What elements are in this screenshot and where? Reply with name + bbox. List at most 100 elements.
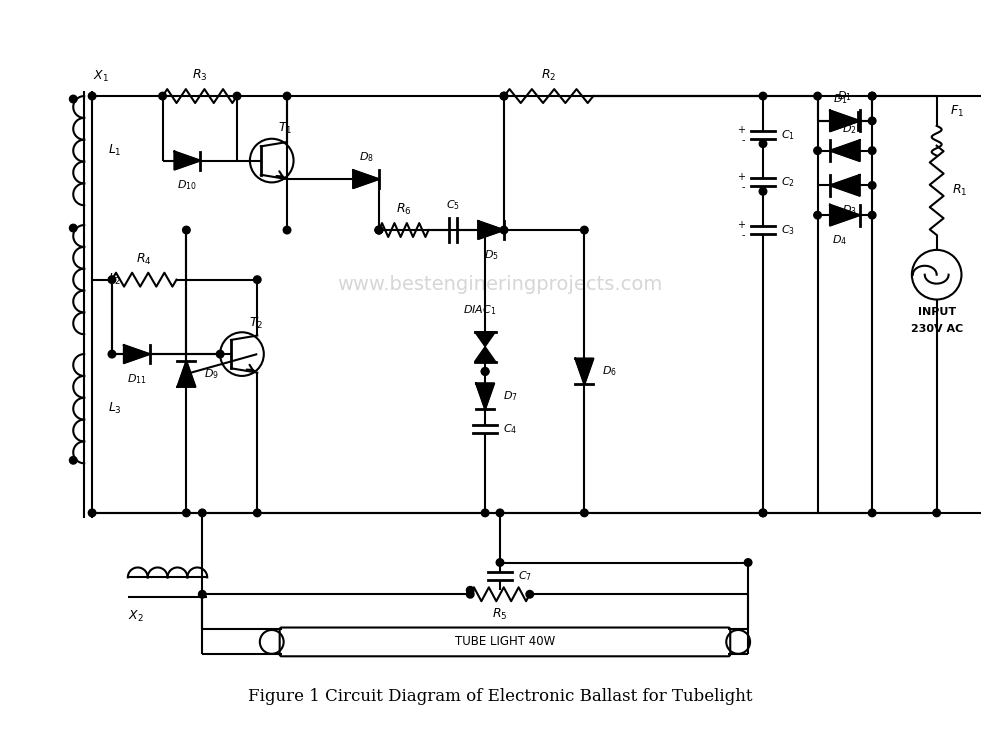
Circle shape <box>868 181 876 189</box>
Circle shape <box>69 95 77 103</box>
Text: $R_6$: $R_6$ <box>396 202 412 217</box>
Text: -: - <box>742 230 745 240</box>
Text: -: - <box>742 182 745 192</box>
Polygon shape <box>830 140 860 161</box>
Text: INPUT: INPUT <box>918 308 956 317</box>
Polygon shape <box>832 112 858 130</box>
Circle shape <box>868 92 876 100</box>
Text: $D_9$: $D_9$ <box>204 367 219 381</box>
Text: $F_1$: $F_1$ <box>950 103 963 118</box>
Circle shape <box>581 509 588 517</box>
Text: $R_2$: $R_2$ <box>541 68 556 83</box>
Polygon shape <box>830 205 860 225</box>
Text: $D_7$: $D_7$ <box>503 389 518 403</box>
Circle shape <box>814 211 821 219</box>
Circle shape <box>69 225 77 232</box>
Text: $D_8$: $D_8$ <box>359 150 373 164</box>
Text: Figure 1 Circuit Diagram of Electronic Ballast for Tubelight: Figure 1 Circuit Diagram of Electronic B… <box>248 688 752 705</box>
Polygon shape <box>830 175 860 196</box>
Circle shape <box>759 92 767 100</box>
Circle shape <box>216 350 224 358</box>
Circle shape <box>283 226 291 234</box>
Circle shape <box>183 226 190 234</box>
Text: $T_2$: $T_2$ <box>249 316 263 331</box>
Text: $T_1$: $T_1$ <box>278 120 293 136</box>
Circle shape <box>744 559 752 566</box>
Text: $D_1$: $D_1$ <box>837 90 852 103</box>
Circle shape <box>481 368 489 375</box>
Text: $L_3$: $L_3$ <box>108 401 122 416</box>
Circle shape <box>759 509 767 517</box>
Circle shape <box>500 226 508 234</box>
Circle shape <box>500 92 508 100</box>
Circle shape <box>375 226 383 234</box>
Polygon shape <box>830 110 860 131</box>
Text: 230V AC: 230V AC <box>911 324 963 334</box>
Circle shape <box>283 92 291 100</box>
Text: $R_1$: $R_1$ <box>952 183 967 198</box>
Text: $D_{11}$: $D_{11}$ <box>127 372 147 386</box>
Text: $D_2$: $D_2$ <box>842 122 857 136</box>
Polygon shape <box>575 359 593 385</box>
Circle shape <box>198 590 206 598</box>
Circle shape <box>496 509 504 517</box>
Circle shape <box>933 509 940 517</box>
Text: $R_4$: $R_4$ <box>136 252 152 266</box>
Polygon shape <box>174 151 200 170</box>
Text: $D_6$: $D_6$ <box>602 365 617 378</box>
Text: $R_3$: $R_3$ <box>192 68 208 83</box>
Circle shape <box>108 276 116 283</box>
Text: $L_2$: $L_2$ <box>108 272 122 287</box>
Text: $C_1$: $C_1$ <box>781 128 795 142</box>
Text: TUBE LIGHT 40W: TUBE LIGHT 40W <box>455 636 555 648</box>
Text: $DIAC_1$: $DIAC_1$ <box>463 303 497 317</box>
Text: +: + <box>737 172 745 183</box>
Polygon shape <box>475 346 496 362</box>
Text: $D_{10}$: $D_{10}$ <box>177 178 197 192</box>
Text: -: - <box>742 135 745 145</box>
Text: $D_3$: $D_3$ <box>842 203 857 217</box>
Circle shape <box>253 276 261 283</box>
Circle shape <box>481 368 489 375</box>
Circle shape <box>814 147 821 154</box>
Circle shape <box>581 226 588 234</box>
Circle shape <box>159 92 166 100</box>
Circle shape <box>500 92 508 100</box>
Circle shape <box>233 92 241 100</box>
Text: $D_1$: $D_1$ <box>833 92 847 106</box>
Text: www.bestengineringprojects.com: www.bestengineringprojects.com <box>337 275 663 294</box>
Text: $D_5$: $D_5$ <box>484 248 498 262</box>
Text: $C_3$: $C_3$ <box>781 223 795 237</box>
Circle shape <box>481 509 489 517</box>
Text: $C_4$: $C_4$ <box>503 422 517 436</box>
Circle shape <box>759 140 767 148</box>
Circle shape <box>496 559 504 566</box>
Circle shape <box>69 457 77 464</box>
Circle shape <box>183 509 190 517</box>
Circle shape <box>466 586 474 594</box>
Text: $X_1$: $X_1$ <box>93 69 109 84</box>
Circle shape <box>759 188 767 195</box>
Text: $D_4$: $D_4$ <box>832 233 847 247</box>
Polygon shape <box>478 221 504 239</box>
Circle shape <box>868 509 876 517</box>
Circle shape <box>253 509 261 517</box>
Circle shape <box>868 147 876 154</box>
Circle shape <box>759 509 767 517</box>
Circle shape <box>375 226 383 234</box>
Circle shape <box>481 226 489 234</box>
Circle shape <box>868 117 876 125</box>
Text: $C_5$: $C_5$ <box>446 198 460 212</box>
Polygon shape <box>177 361 195 387</box>
Circle shape <box>375 226 383 234</box>
Circle shape <box>88 509 96 517</box>
Circle shape <box>526 590 534 598</box>
Polygon shape <box>124 345 150 363</box>
Circle shape <box>868 92 876 100</box>
Circle shape <box>198 509 206 517</box>
Circle shape <box>88 92 96 100</box>
Text: $C_7$: $C_7$ <box>518 570 532 584</box>
Circle shape <box>466 590 474 598</box>
Text: $C_2$: $C_2$ <box>781 175 795 189</box>
Text: +: + <box>737 220 745 230</box>
